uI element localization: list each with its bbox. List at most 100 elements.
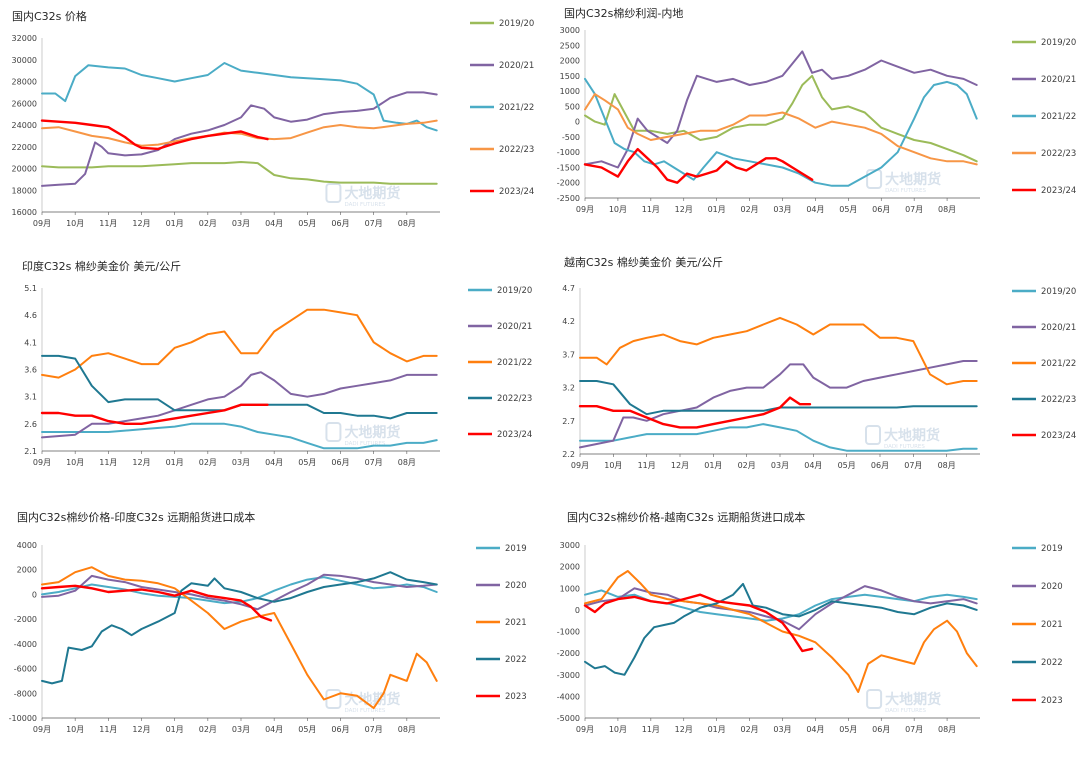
chart-panel-2: 国内C32s棉纱利润-内地 3000 2500 2000 1500 1000 500 0 -50… [557, 6, 1077, 214]
watermark-subtext: DADI FUTURES [344, 202, 385, 208]
x-tick-label: 03月 [773, 725, 791, 734]
x-tick-label: 10月 [66, 725, 84, 734]
x-tick-label: 06月 [331, 219, 349, 228]
x-tick-label: 01月 [708, 725, 726, 734]
x-tick-label: 11月 [99, 219, 117, 228]
y-tick-label: 3.1 [24, 393, 37, 402]
x-tick-label: 05月 [298, 458, 316, 467]
chart-panel-5: 国内C32s棉纱价格-印度C32s 远期船货进口成本 4000 2000 0 -2000… [9, 510, 527, 734]
y-tick-label: 1000 [560, 87, 580, 96]
legend-label: 2019/20 [499, 19, 534, 29]
x-tick-label: 03月 [771, 461, 789, 470]
chart-title: 印度C32s 棉纱美金价 美元/公斤 [22, 259, 181, 273]
legend-label: 2023/24 [499, 187, 534, 197]
legend-label: 2020 [1041, 582, 1063, 592]
legend-label: 2023/24 [497, 430, 532, 440]
y-tick-label: 1500 [560, 72, 580, 81]
x-tick-label: 10月 [66, 219, 84, 228]
x-tick-label: 09月 [576, 725, 594, 734]
x-tick-label: 02月 [199, 219, 217, 228]
series-line-2022 [41, 571, 438, 685]
legend-label: 2019 [505, 544, 527, 554]
y-tick-label: -2000 [557, 179, 580, 188]
x-tick-label: 07月 [365, 219, 383, 228]
x-tick-label: 02月 [199, 458, 217, 467]
y-tick-label: -2000 [14, 615, 37, 624]
watermark-subtext: DADI FUTURES [885, 188, 926, 194]
brand-logo-icon [325, 689, 342, 709]
y-tick-label: 18000 [12, 186, 37, 195]
series-line-2021/22 [41, 62, 438, 132]
legend-label: 2020/21 [1041, 75, 1076, 85]
y-tick-label: 26000 [12, 99, 37, 108]
y-tick-label: -8000 [14, 689, 37, 698]
series-line-2020 [584, 585, 978, 631]
chart-panel-1: 国内C32s 价格 32000 30000 28000 26000 24000 22000 2… [12, 9, 535, 228]
chart-title: 国内C32s棉纱利润-内地 [564, 6, 683, 20]
brand-logo-icon [866, 169, 883, 189]
series-line-2020 [41, 573, 438, 611]
y-tick-label: 28000 [12, 78, 37, 87]
x-tick-label: 07月 [365, 458, 383, 467]
x-tick-label: 05月 [839, 205, 857, 214]
y-tick-label: -10000 [9, 714, 37, 723]
y-tick-label: -5000 [557, 714, 580, 723]
legend-label: 2022/23 [1041, 149, 1076, 159]
x-tick-label: 11月 [99, 458, 117, 467]
x-tick-label: 07月 [904, 461, 922, 470]
x-tick-label: 08月 [398, 458, 416, 467]
x-tick-label: 06月 [872, 205, 890, 214]
x-tick-label: 01月 [166, 725, 184, 734]
x-tick-label: 12月 [132, 219, 150, 228]
x-tick-label: 08月 [938, 461, 956, 470]
y-tick-label: 0 [32, 590, 37, 599]
y-tick-label: 30000 [12, 56, 37, 65]
y-tick-label: 2.6 [24, 420, 37, 429]
brand-logo-icon [325, 422, 342, 442]
legend-label: 2022 [1041, 658, 1063, 668]
series-line-2020/21 [579, 360, 978, 449]
x-tick-label: 05月 [838, 461, 856, 470]
series-line-2021 [41, 566, 438, 710]
x-tick-label: 09月 [33, 219, 51, 228]
x-tick-label: 06月 [331, 458, 349, 467]
legend-label: 2019 [1041, 544, 1063, 554]
legend-label: 2020 [505, 581, 527, 591]
y-tick-label: 3.7 [562, 350, 575, 359]
legend-label: 2023 [505, 692, 527, 702]
series-line-2019 [584, 589, 978, 622]
watermark-text: 大地期货 [885, 691, 941, 708]
x-tick-label: 11月 [99, 725, 117, 734]
series-line-2021/22 [41, 308, 438, 379]
x-tick-label: 01月 [166, 219, 184, 228]
x-tick-label: 02月 [199, 725, 217, 734]
legend-label: 2021 [505, 618, 527, 628]
watermark-text: 大地期货 [344, 424, 400, 441]
y-tick-label: 4.2 [562, 317, 575, 326]
y-tick-label: 24000 [12, 121, 37, 130]
x-tick-label: 11月 [638, 461, 656, 470]
x-tick-label: 04月 [265, 219, 283, 228]
x-tick-label: 08月 [938, 725, 956, 734]
x-tick-label: 04月 [265, 725, 283, 734]
x-tick-label: 08月 [398, 725, 416, 734]
series-line-2020/21 [41, 91, 438, 187]
x-tick-label: 12月 [671, 461, 689, 470]
watermark-text: 大地期货 [884, 427, 940, 444]
series-line-2023/24 [583, 147, 814, 184]
x-tick-label: 10月 [609, 725, 627, 734]
x-tick-label: 07月 [905, 725, 923, 734]
x-tick-label: 05月 [298, 219, 316, 228]
y-tick-label: 16000 [12, 208, 37, 217]
y-tick-label: 2.7 [562, 417, 575, 426]
x-tick-label: 09月 [576, 205, 594, 214]
y-tick-label: 5.1 [24, 284, 37, 293]
legend-label: 2021/22 [499, 103, 534, 113]
series-line-2021 [584, 570, 978, 693]
chart-panel-4: 越南C32s 棉纱美金价 美元/公斤 4.7 4.2 3.7 3.2 2.7 2.2 09月 1… [562, 255, 1076, 470]
